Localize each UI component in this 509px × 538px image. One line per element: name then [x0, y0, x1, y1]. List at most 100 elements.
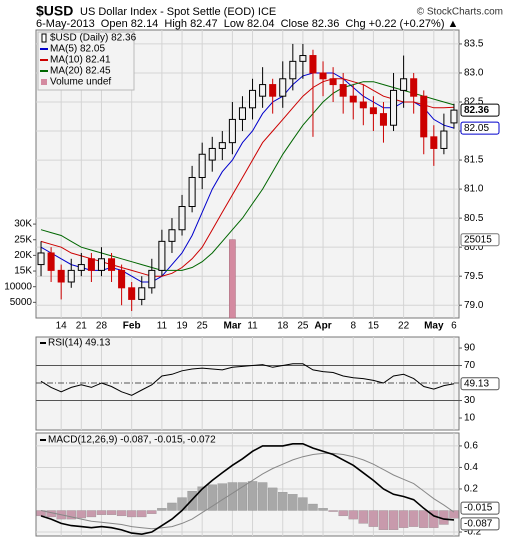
value-tag	[460, 517, 500, 531]
candle-body	[77, 264, 85, 271]
value-tag-label: 25015	[464, 234, 492, 245]
x-tick-label: 25	[197, 321, 209, 332]
value-tag	[460, 377, 500, 391]
candle-body	[440, 130, 448, 149]
candle-body	[390, 89, 398, 126]
candle-body	[420, 95, 428, 138]
legend-label: MA(20) 82.45	[50, 66, 111, 77]
histogram-bar	[167, 502, 177, 511]
x-tick-label: 18	[277, 321, 289, 332]
legend-label: Volume undef	[50, 77, 111, 88]
value-tag-label: -0.015	[464, 503, 493, 514]
macd-line	[40, 443, 455, 536]
legend-label: MA(10) 82.41	[50, 55, 111, 66]
x-tick-label: 11	[247, 321, 258, 332]
panel	[35, 432, 460, 537]
histogram-bar	[66, 510, 76, 520]
panel-title: MACD(12,26,9) -0.087, -0.015,	[48, 435, 185, 446]
candle-body	[87, 258, 95, 271]
histogram-bar	[147, 510, 157, 514]
y-tick-label: -0.2	[464, 527, 482, 538]
histogram-bar	[86, 510, 97, 518]
y-tick-label: 80.0	[464, 242, 484, 253]
histogram-bar	[106, 510, 117, 515]
y-tick-label: 83.0	[464, 68, 484, 79]
candle-body	[369, 107, 377, 115]
histogram-bar	[197, 486, 207, 511]
y2-tick-label: 30K	[14, 219, 32, 230]
candle-body	[339, 84, 347, 97]
histogram-bar	[419, 510, 429, 528]
candle-body	[178, 206, 186, 231]
volume-bar	[229, 239, 236, 319]
panel-title: -0.072	[187, 435, 216, 446]
legend	[37, 31, 135, 91]
histogram-bar	[408, 510, 419, 527]
x-tick-label: 6	[451, 321, 457, 332]
histogram-bar	[278, 492, 288, 511]
histogram-bar	[318, 508, 328, 511]
candle-body	[148, 269, 156, 289]
y2-tick-label: 25K	[14, 234, 32, 245]
value-tag	[460, 233, 500, 247]
x-tick-label: 8	[350, 321, 356, 332]
histogram-bar	[227, 482, 238, 511]
histogram-bar	[137, 510, 147, 518]
quote: 6-May-2013 Open 82.14 High 82.47 Low 82.…	[36, 18, 458, 30]
candle-body	[279, 78, 287, 97]
x-tick-label: 28	[96, 321, 108, 332]
y-tick-label: 79.5	[464, 271, 484, 282]
x-tick-label: 25	[297, 321, 309, 332]
y-tick-label: 30	[464, 395, 476, 406]
candle-body	[208, 147, 216, 161]
candle-body	[359, 101, 367, 109]
y-tick-label: 0.2	[464, 484, 478, 495]
histogram-bar	[157, 508, 167, 511]
histogram-bar	[348, 510, 358, 520]
candle-body	[349, 95, 357, 103]
x-tick-label: 19	[176, 321, 188, 332]
candle-body	[238, 107, 246, 120]
candle-body	[138, 287, 146, 300]
candle-body	[319, 72, 327, 80]
histogram-bar	[398, 510, 409, 528]
candle-body	[299, 55, 307, 62]
histogram-bar	[126, 510, 137, 518]
legend-label: $USD (Daily) 82.36	[50, 33, 137, 44]
value-tag	[460, 103, 500, 117]
histogram-bar	[257, 482, 268, 511]
histogram-bar	[358, 510, 369, 524]
histogram-bar	[308, 503, 318, 511]
histogram-bar	[116, 510, 127, 517]
histogram-bar	[388, 510, 399, 531]
histogram-bar	[368, 510, 379, 527]
candle-body	[67, 269, 75, 283]
histogram-bar	[267, 487, 278, 511]
chart-subtitle: US Dollar Index - Spot Settle (EOD) ICE	[80, 6, 276, 18]
candle-body	[289, 60, 297, 80]
y2-tick-label: 10000	[4, 281, 32, 292]
y-tick-label: 0.4	[464, 462, 478, 473]
x-tick-label: Mar	[223, 321, 241, 332]
histogram-bar	[217, 483, 228, 511]
histogram-bar	[298, 497, 308, 511]
histogram-bar	[328, 510, 338, 512]
candle-body	[450, 109, 458, 124]
y-tick-label: 81.5	[464, 155, 484, 166]
candle-body	[118, 269, 126, 289]
candle-body	[249, 89, 257, 109]
legend-swatch	[41, 33, 47, 43]
histogram-bar	[207, 484, 217, 511]
signal-line	[40, 452, 455, 530]
candle-body	[47, 252, 55, 271]
candle-body	[430, 136, 438, 149]
legend-label: MA(5) 82.05	[50, 44, 105, 55]
candle-body	[269, 84, 277, 97]
legend-swatch	[41, 79, 47, 85]
value-tag-label: 82.36	[464, 105, 489, 116]
x-tick-label: Feb	[123, 321, 141, 332]
histogram-bar	[288, 494, 298, 511]
y-tick-label: 0.6	[464, 441, 478, 452]
